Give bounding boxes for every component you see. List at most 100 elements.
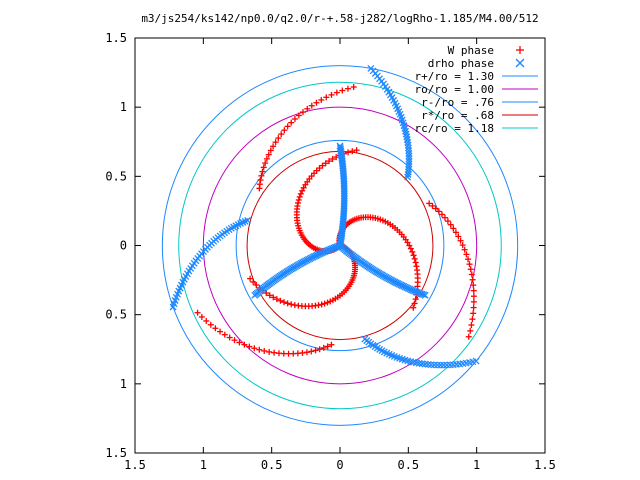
w-phase-point	[263, 155, 270, 162]
w-phase-point	[296, 193, 303, 200]
x-tick-label: 1.5	[534, 458, 556, 472]
w-phase-point	[344, 85, 351, 92]
w-phase-point	[261, 347, 268, 354]
legend-label: r-/ro = .76	[421, 96, 494, 109]
w-phase-point	[327, 298, 334, 305]
drho-phase-point	[405, 158, 413, 165]
w-phase-point	[299, 109, 306, 116]
w-phase-point	[291, 116, 298, 123]
drho-phase-point	[169, 303, 177, 311]
w-phase-point	[308, 102, 315, 109]
w-phase-point	[246, 343, 253, 350]
w-phase-point	[410, 304, 417, 311]
w-phase-point	[194, 309, 201, 316]
w-phase-point	[333, 154, 340, 161]
w-phase-point	[411, 300, 418, 307]
w-phase-point	[241, 341, 248, 348]
w-phase-point	[291, 302, 298, 309]
w-phase-point	[262, 160, 269, 167]
w-phase-point	[442, 214, 449, 221]
w-phase-point	[226, 334, 233, 341]
w-phase-point	[470, 282, 477, 289]
w-phase-point	[447, 221, 454, 228]
w-phase-point	[329, 156, 336, 163]
w-phase-point	[328, 341, 335, 348]
w-phase-point	[323, 94, 330, 101]
w-phase-point	[236, 339, 243, 346]
w-phase-point	[318, 96, 325, 103]
w-phase-point	[231, 337, 238, 344]
w-phase-point	[470, 310, 477, 317]
w-phase-point	[278, 131, 285, 138]
w-phase-point	[198, 313, 205, 320]
w-phase-point	[435, 208, 442, 215]
y-tick-label: 1	[120, 377, 127, 391]
w-phase-point	[470, 298, 477, 305]
w-phase-point	[465, 333, 472, 340]
w-phase-point	[455, 233, 462, 240]
drho-phase-point	[405, 147, 413, 155]
y-tick-label: 0.5	[105, 308, 127, 322]
legend-swatch	[515, 58, 525, 68]
w-phase-point	[450, 225, 457, 232]
w-phase-point	[439, 211, 446, 218]
drho-phase-point	[405, 163, 413, 171]
w-phase-point	[457, 237, 464, 244]
w-phase-point	[316, 346, 323, 353]
w-phase-point	[267, 147, 274, 154]
w-phase-point	[312, 347, 319, 354]
drho-phase-point	[440, 361, 448, 369]
w-phase-point	[272, 139, 279, 146]
w-phase-point	[212, 325, 219, 332]
w-phase-point	[459, 242, 466, 249]
w-phase-point	[270, 143, 277, 150]
w-phase-point	[432, 205, 439, 212]
circles-layer	[161, 65, 519, 426]
w-phase-point	[257, 177, 264, 184]
w-phase-point	[470, 287, 477, 294]
reference-circle-1	[202, 106, 478, 385]
w-phase-point	[281, 299, 288, 306]
w-phase-point	[250, 278, 257, 285]
w-phase-point	[411, 255, 418, 262]
w-phase-point	[295, 112, 302, 119]
y-tick-label: 1.5	[105, 446, 127, 460]
w-phase-point	[270, 294, 277, 301]
w-phase-point	[410, 252, 417, 259]
drho-phase-point	[251, 291, 259, 299]
w-phase-point	[469, 276, 476, 283]
w-phase-point	[318, 301, 325, 308]
w-phase-point	[470, 293, 477, 300]
w-phase-point	[452, 229, 459, 236]
legend-label: W phase	[448, 44, 494, 57]
x-tick-label: 1	[473, 458, 480, 472]
w-phase-point	[313, 99, 320, 106]
legend-label: rc/ro = 1.18	[415, 122, 494, 135]
w-phase-point	[467, 266, 474, 273]
drho-phase-point	[437, 361, 444, 369]
w-phase-point	[353, 147, 360, 154]
drho-phase-point	[420, 291, 428, 299]
w-phase-point	[256, 181, 263, 188]
w-phase-point	[284, 123, 291, 130]
drho-phase-point	[405, 155, 413, 163]
w-phase-point	[217, 328, 224, 335]
w-phase-point	[469, 316, 476, 323]
w-phase-point	[284, 300, 291, 307]
drho-phase-point	[336, 144, 344, 152]
w-phase-point	[320, 344, 327, 351]
w-phase-point	[288, 301, 295, 308]
w-phase-point	[463, 251, 470, 258]
reference-circle-2	[235, 139, 445, 352]
w-phase-point	[259, 168, 266, 175]
drho-phase-point	[405, 160, 413, 168]
w-phase-point	[297, 190, 304, 197]
w-phase-point	[221, 331, 228, 338]
y-tick-label: 0.5	[105, 169, 127, 183]
w-phase-point	[247, 275, 254, 282]
w-phase-point	[324, 299, 331, 306]
w-phase-point	[461, 246, 468, 253]
chart-title: m3/js254/ks142/np0.0/q2.0/r-+.58-j282/lo…	[141, 12, 538, 25]
legend-label: drho phase	[428, 57, 494, 70]
